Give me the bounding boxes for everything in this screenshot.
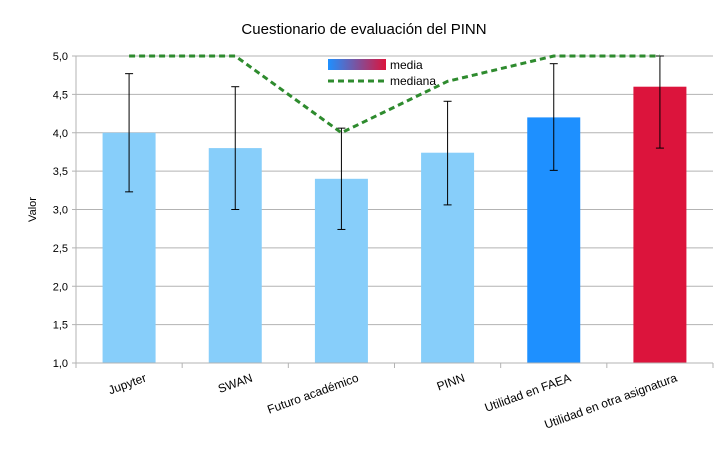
axes [75,56,714,368]
bars [102,86,687,364]
y-tick-label: 2,5 [53,243,68,255]
y-tick-label: 1,5 [53,320,68,332]
median-series [129,54,660,135]
legend-label-media: media [390,58,423,72]
x-tick-label: Utilidad en FAEA [483,371,573,415]
y-axis-title: Valor [27,197,39,222]
x-tick-label: Futuro académico [265,371,360,417]
x-tick-label: Jupyter [106,371,148,398]
legend-label-mediana: mediana [390,74,436,88]
y-tick-label: 1,0 [53,358,68,370]
legend-swatch-media [328,59,386,70]
x-tick-label: PINN [435,371,467,394]
y-tick-label: 2,0 [53,281,68,293]
chart-title: Cuestionario de evaluación del PINN [241,21,486,38]
gridlines [72,55,713,364]
x-tick-labels: Jupyter SWAN Futuro académico PINN Utilidad … [106,371,679,432]
y-tick-labels: 1,0 1,5 2,0 2,5 3,0 3,5 4,0 4,5 5,0 [53,51,68,370]
x-tick-label: SWAN [216,371,254,396]
y-tick-label: 3,0 [53,205,68,217]
median-line [129,54,660,135]
y-tick-label: 4,5 [53,89,68,101]
y-tick-label: 5,0 [53,51,68,63]
error-bars [125,55,664,230]
legend: media mediana [328,58,436,88]
y-tick-label: 4,0 [53,128,68,140]
y-tick-label: 3,5 [53,166,68,178]
